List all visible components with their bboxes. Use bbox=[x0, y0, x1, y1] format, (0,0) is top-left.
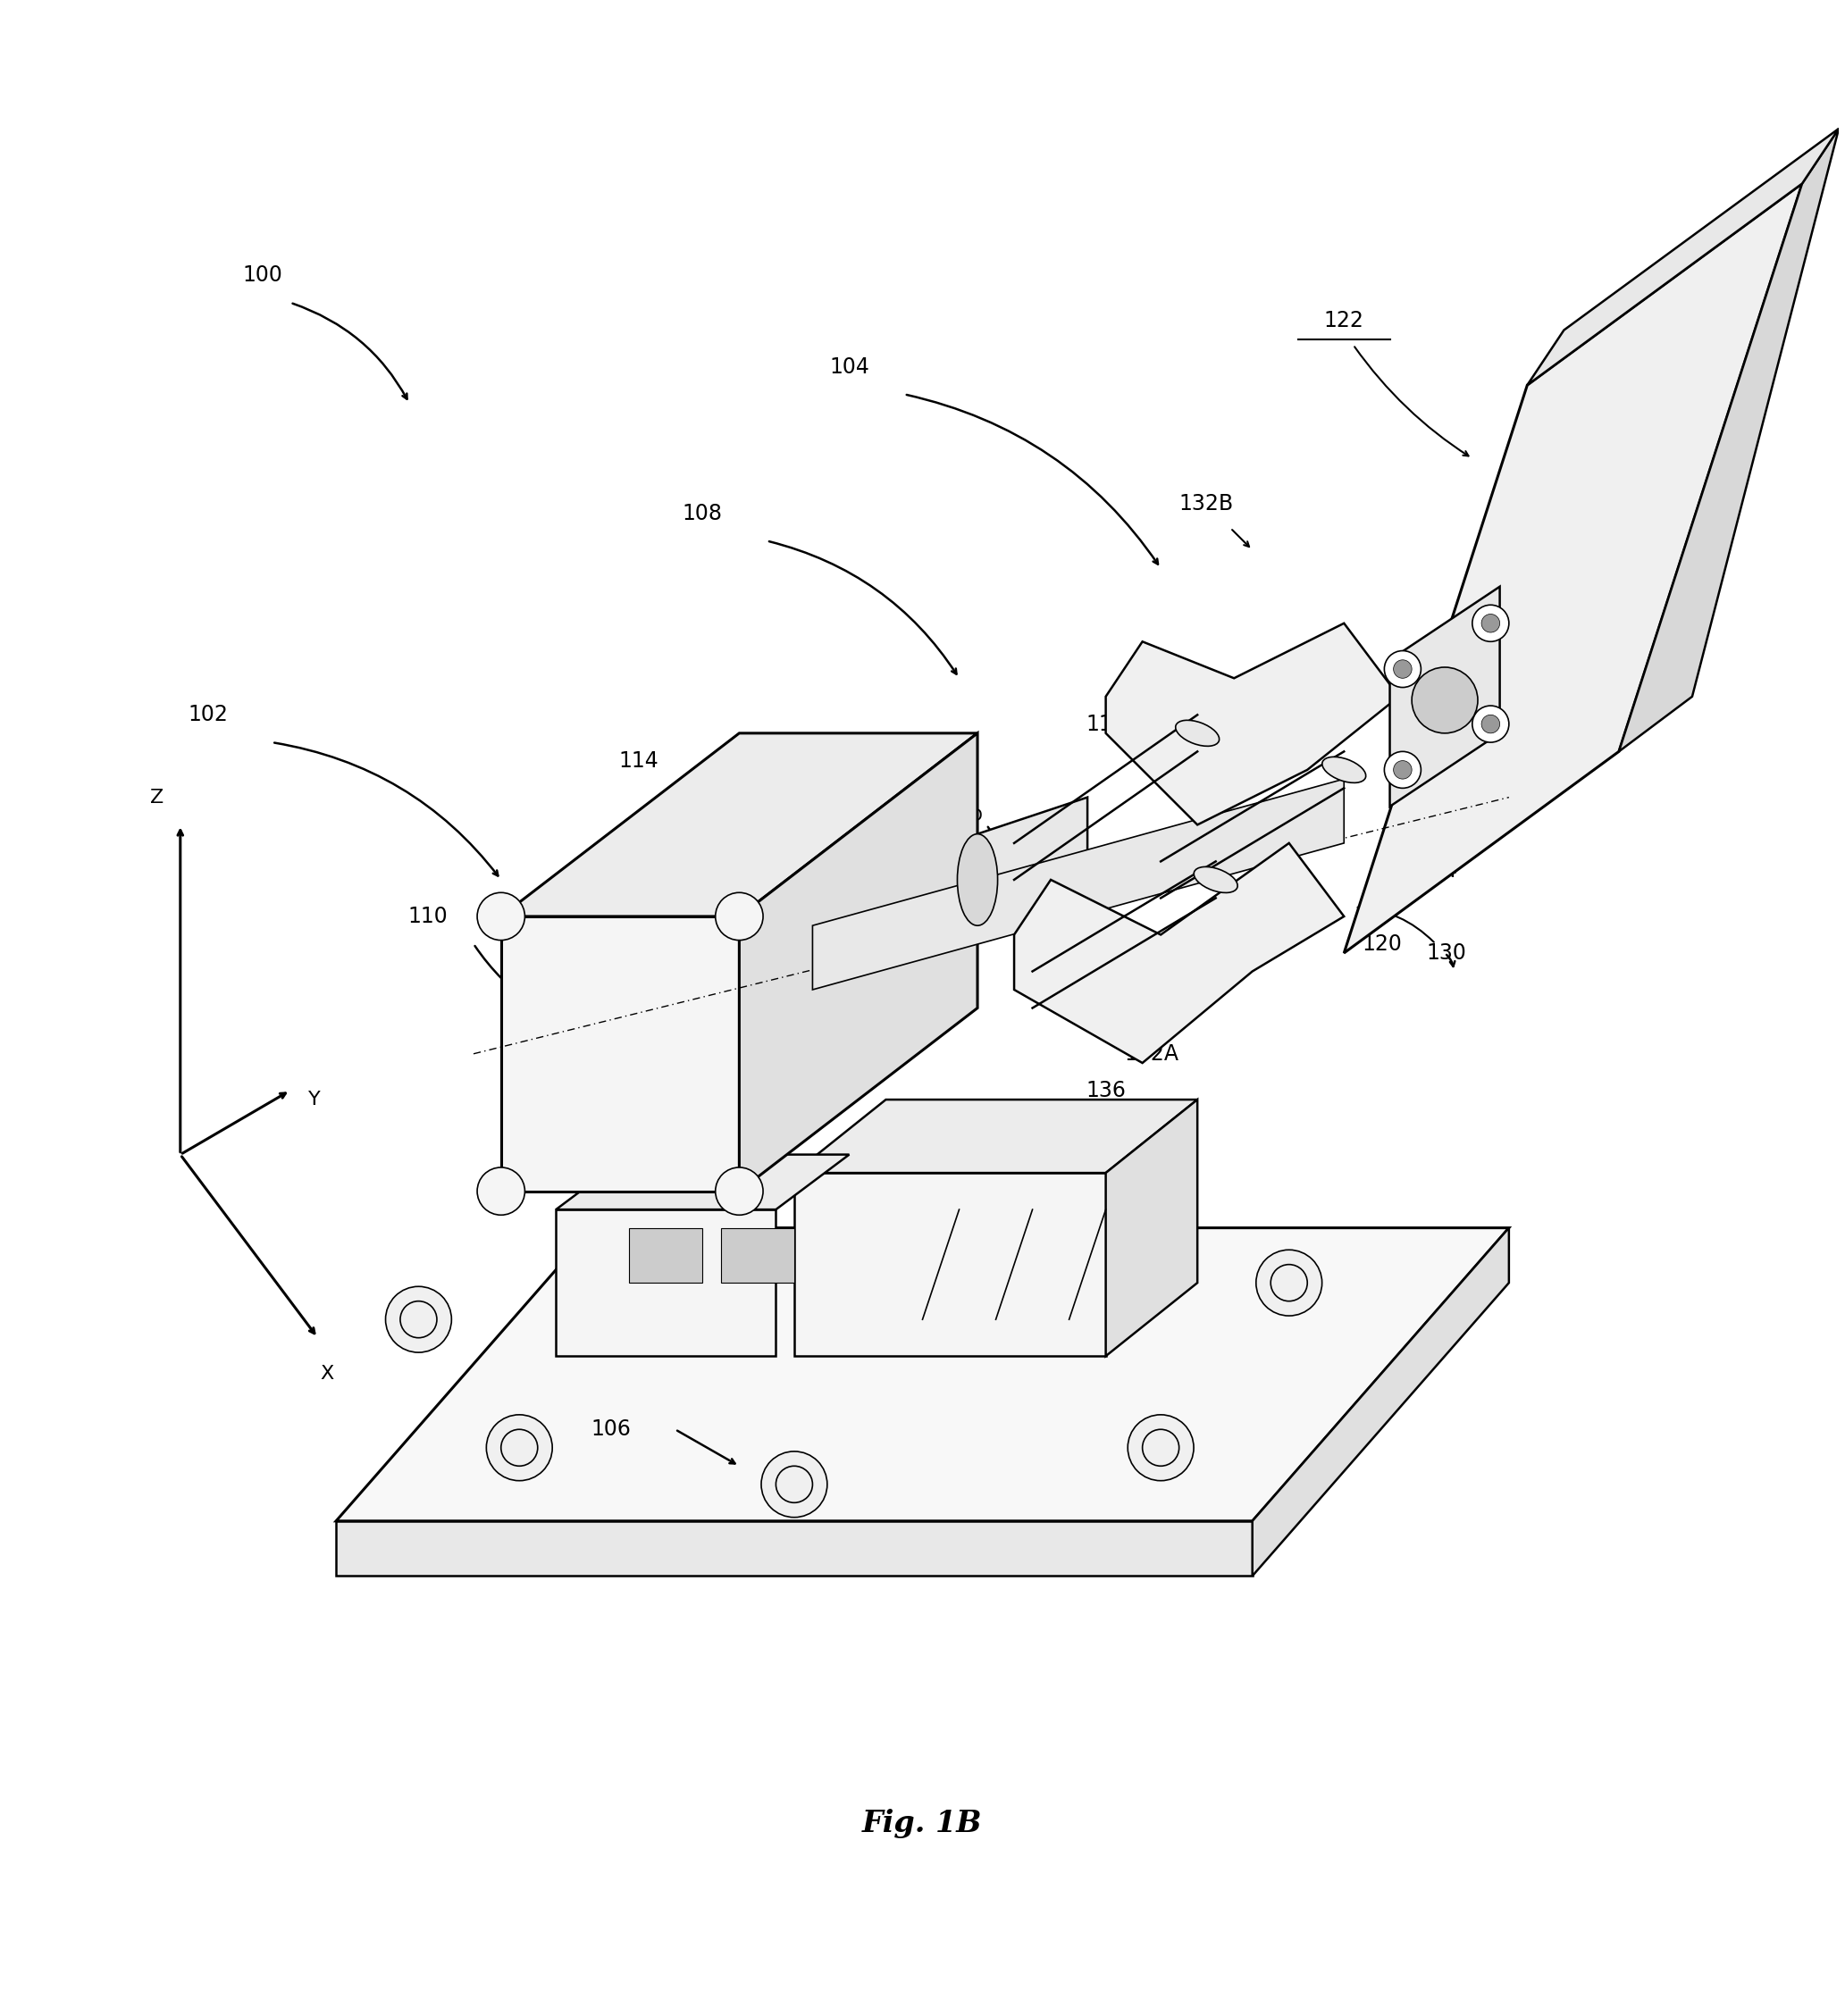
Text: O: O bbox=[1592, 550, 1605, 569]
Circle shape bbox=[1472, 706, 1509, 742]
Ellipse shape bbox=[1175, 720, 1220, 746]
Polygon shape bbox=[336, 1520, 1253, 1577]
Text: 104: 104 bbox=[828, 357, 869, 377]
Text: X: X bbox=[319, 1365, 334, 1383]
Polygon shape bbox=[1343, 183, 1803, 954]
Polygon shape bbox=[740, 734, 978, 1191]
Text: 120: 120 bbox=[1362, 933, 1402, 956]
Circle shape bbox=[1393, 760, 1411, 778]
Polygon shape bbox=[1253, 1228, 1509, 1577]
Polygon shape bbox=[1618, 129, 1839, 752]
Text: 118: 118 bbox=[1085, 714, 1125, 734]
Polygon shape bbox=[721, 1228, 793, 1282]
Text: 102: 102 bbox=[188, 704, 227, 726]
Ellipse shape bbox=[1194, 867, 1238, 893]
Polygon shape bbox=[1389, 587, 1500, 806]
Text: $\tau$: $\tau$ bbox=[913, 778, 932, 804]
Text: 124: 124 bbox=[1417, 861, 1458, 881]
Ellipse shape bbox=[958, 835, 998, 925]
Circle shape bbox=[1127, 1415, 1194, 1480]
Text: 132B: 132B bbox=[1179, 494, 1234, 514]
Polygon shape bbox=[502, 734, 978, 917]
Circle shape bbox=[762, 1452, 827, 1518]
Polygon shape bbox=[793, 1173, 1105, 1357]
Text: Fig. 1B: Fig. 1B bbox=[862, 1808, 983, 1839]
Text: 130: 130 bbox=[1426, 941, 1467, 964]
Polygon shape bbox=[978, 796, 1087, 925]
Text: 106: 106 bbox=[590, 1419, 631, 1439]
Text: Z: Z bbox=[149, 788, 164, 806]
Text: 122: 122 bbox=[1325, 310, 1363, 333]
Text: 116: 116 bbox=[967, 861, 1007, 881]
Text: 110: 110 bbox=[408, 905, 448, 927]
Text: 112: 112 bbox=[720, 970, 760, 992]
Polygon shape bbox=[1105, 623, 1399, 825]
Text: 126: 126 bbox=[1701, 419, 1742, 442]
Circle shape bbox=[386, 1286, 452, 1353]
Circle shape bbox=[1384, 752, 1421, 788]
Polygon shape bbox=[793, 1099, 1197, 1173]
Polygon shape bbox=[629, 1228, 703, 1282]
Polygon shape bbox=[1528, 129, 1839, 385]
Circle shape bbox=[1482, 615, 1500, 633]
Text: 132A: 132A bbox=[1124, 1042, 1179, 1064]
Circle shape bbox=[1411, 667, 1478, 734]
Circle shape bbox=[716, 893, 764, 939]
Polygon shape bbox=[555, 1155, 849, 1210]
Text: $\tau$: $\tau$ bbox=[1537, 522, 1555, 548]
Circle shape bbox=[1472, 605, 1509, 641]
Circle shape bbox=[1384, 651, 1421, 687]
Circle shape bbox=[478, 893, 524, 939]
Text: 100: 100 bbox=[244, 264, 282, 286]
Circle shape bbox=[487, 1415, 552, 1480]
Ellipse shape bbox=[1323, 756, 1365, 782]
Circle shape bbox=[1393, 659, 1411, 677]
Circle shape bbox=[1482, 716, 1500, 734]
Text: 108: 108 bbox=[683, 502, 723, 524]
Text: 136: 136 bbox=[1085, 1081, 1125, 1101]
Circle shape bbox=[716, 1167, 764, 1216]
Polygon shape bbox=[555, 1210, 777, 1357]
Circle shape bbox=[1256, 1250, 1323, 1316]
Polygon shape bbox=[502, 917, 740, 1191]
Text: 114: 114 bbox=[618, 750, 659, 772]
Polygon shape bbox=[812, 778, 1343, 990]
Polygon shape bbox=[336, 1228, 1509, 1520]
Circle shape bbox=[478, 1167, 524, 1216]
Text: Y: Y bbox=[308, 1091, 321, 1109]
Polygon shape bbox=[1015, 843, 1343, 1062]
Polygon shape bbox=[1105, 1099, 1197, 1357]
Text: D: D bbox=[969, 806, 982, 825]
